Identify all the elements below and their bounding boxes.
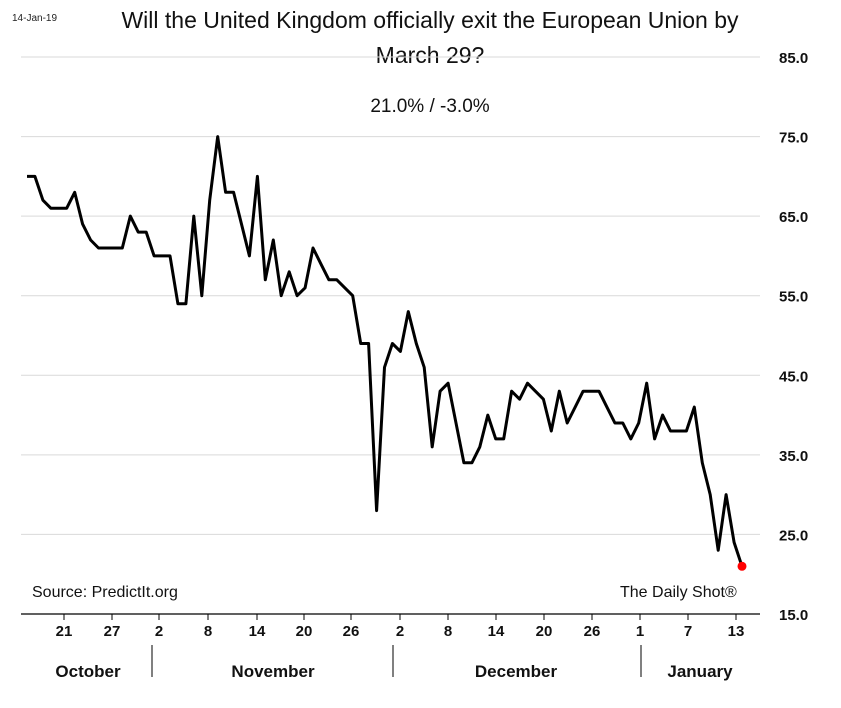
month-label: December <box>475 662 558 681</box>
month-label: November <box>231 662 315 681</box>
x-tick-label: 26 <box>584 623 601 640</box>
y-tick-label: 15.0 <box>779 607 808 624</box>
source-note: Source: PredictIt.org <box>32 584 178 601</box>
y-tick-label: 75.0 <box>779 130 808 147</box>
y-tick-label: 35.0 <box>779 448 808 465</box>
x-tick-label: 2 <box>396 623 404 640</box>
x-tick-label: 26 <box>343 623 360 640</box>
x-tick-label: 20 <box>296 623 313 640</box>
x-tick-label: 8 <box>444 623 452 640</box>
y-tick-label: 25.0 <box>779 527 808 544</box>
chart-title-line-2: March 29? <box>375 42 485 68</box>
x-tick-label: 14 <box>249 623 266 640</box>
chart-subtitle: 21.0% / -3.0% <box>370 96 490 117</box>
last-value-marker <box>737 561 747 571</box>
x-tick-label: 7 <box>684 623 692 640</box>
x-tick-label: 27 <box>104 623 121 640</box>
month-label: October <box>55 662 121 681</box>
chart-title-line-1: Will the United Kingdom officially exit … <box>121 7 739 33</box>
y-tick-label: 65.0 <box>779 209 808 226</box>
x-tick-label: 14 <box>488 623 505 640</box>
x-tick-label: 20 <box>536 623 553 640</box>
x-tick-label: 21 <box>56 623 73 640</box>
x-tick-label: 8 <box>204 623 212 640</box>
x-tick-label: 1 <box>636 623 644 640</box>
y-tick-label: 45.0 <box>779 368 808 385</box>
series-line <box>27 135 744 567</box>
brand-note: The Daily Shot® <box>620 584 737 601</box>
x-tick-label: 2 <box>155 623 163 640</box>
date-stamp: 14-Jan-19 <box>12 13 58 24</box>
y-tick-label: 85.0 <box>779 50 808 67</box>
x-tick-label: 13 <box>728 623 745 640</box>
month-label: January <box>667 662 733 681</box>
y-tick-label: 55.0 <box>779 289 808 306</box>
